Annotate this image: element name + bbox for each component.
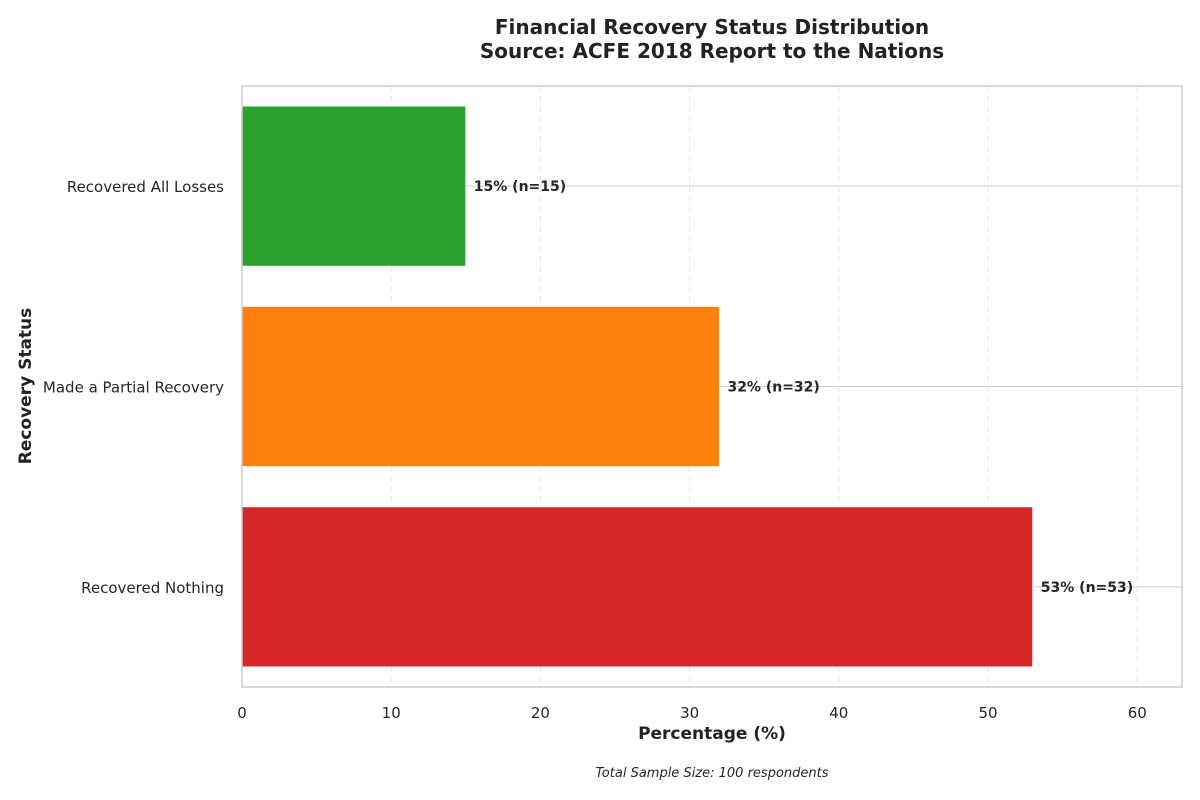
bar-data-label: 32% (n=32) — [727, 380, 819, 396]
x-tick-label: 0 — [237, 704, 247, 722]
bar-recovered-all-losses — [241, 105, 467, 267]
x-axis-label: Percentage (%) — [638, 724, 786, 744]
bar-data-label: 53% (n=53) — [1041, 580, 1133, 596]
y-axis-label: Recovery Status — [16, 308, 36, 465]
y-tick-label: Recovered All Losses — [67, 178, 224, 196]
x-tick-label: 60 — [1128, 704, 1147, 722]
footnote: Total Sample Size: 100 respondents — [595, 766, 828, 781]
x-tick-label: 50 — [978, 704, 997, 722]
bar-data-label: 15% (n=15) — [474, 179, 566, 195]
tick-layer: 0 10 20 30 40 50 60 Recovered All Losses Made a … — [43, 178, 1147, 722]
chart-title-line1: Financial Recovery Status Distribution — [495, 15, 929, 39]
bar-recovered-nothing — [241, 506, 1034, 668]
y-tick-label: Recovered Nothing — [81, 579, 224, 597]
plot-frame — [241, 85, 1183, 688]
bar-made-a-partial-recovery — [241, 305, 720, 468]
x-tick-label: 30 — [680, 704, 699, 722]
bar-layer: 15% (n=15) 32% (n=32) 53% (n=53) — [241, 105, 1133, 668]
x-tick-label: 10 — [382, 704, 401, 722]
x-tick-label: 40 — [829, 704, 848, 722]
chart-title-line2: Source: ACFE 2018 Report to the Nations — [480, 39, 944, 63]
y-tick-label: Made a Partial Recovery — [43, 379, 224, 397]
x-tick-label: 20 — [531, 704, 550, 722]
